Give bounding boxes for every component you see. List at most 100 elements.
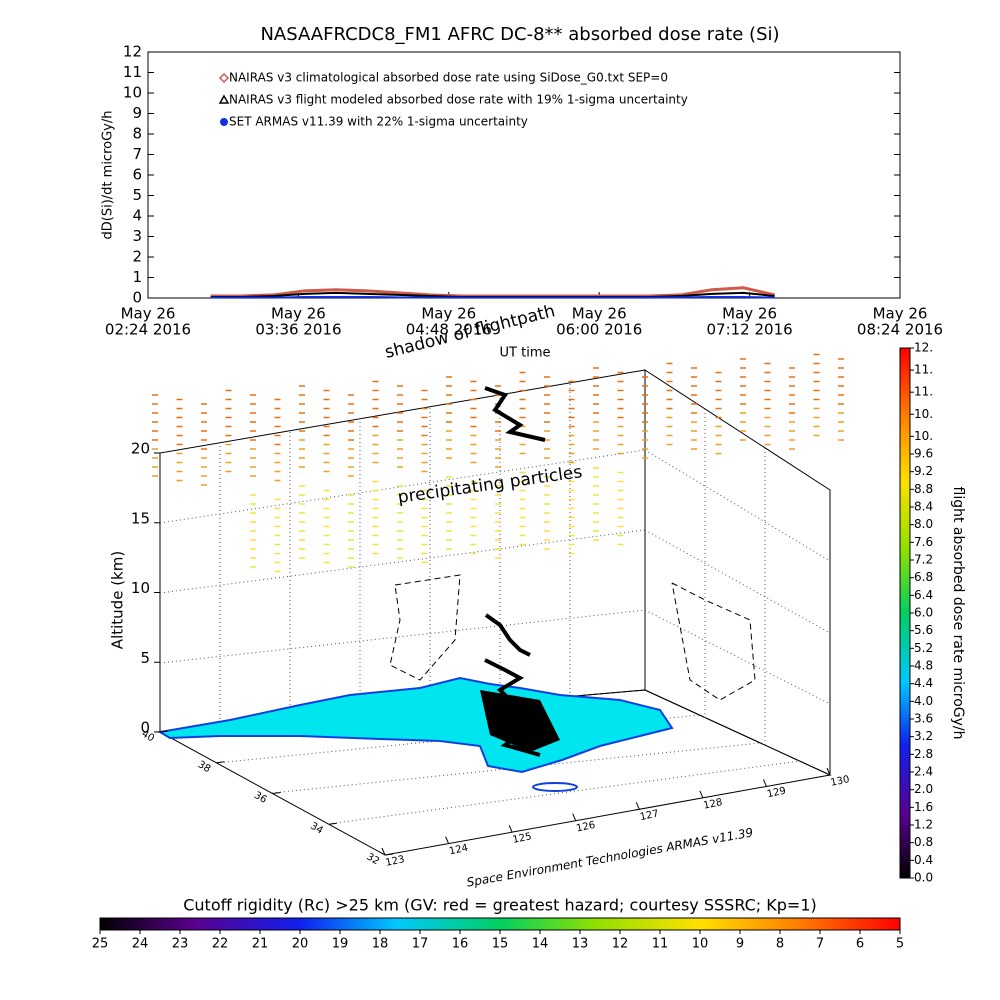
x-tick-label: 128 xyxy=(702,797,723,812)
colorbar-tick-label: 3.6 xyxy=(914,712,933,726)
colorbar-tick-label: 6.0 xyxy=(914,606,933,620)
x-tick-label: May 26 xyxy=(873,305,928,323)
colorbar-tick-label: 7.2 xyxy=(914,553,933,567)
colorbar-tick-label: 10 xyxy=(692,937,709,952)
colorbar-tick-label: 12. xyxy=(914,341,933,355)
z-tick-label: 15 xyxy=(131,509,150,527)
legend-label: NAIRAS v3 flight modeled absorbed dose r… xyxy=(229,93,688,107)
x-tick xyxy=(699,790,704,799)
legend-label: NAIRAS v3 climatological absorbed dose r… xyxy=(229,71,668,85)
x-tick xyxy=(826,767,831,776)
map-land xyxy=(157,676,674,774)
x-tick-label: May 26 xyxy=(421,305,476,323)
x-tick-label: May 26 xyxy=(722,305,777,323)
colorbar-tick-label: 22 xyxy=(212,937,229,952)
colorbar-tick-label: 11 xyxy=(652,937,669,952)
particle-markers xyxy=(152,353,844,573)
map-island xyxy=(532,782,578,792)
colorbar-tick-label: 9.6 xyxy=(914,447,933,461)
legend-label: SET ARMAS v11.39 with 22% 1-sigma uncert… xyxy=(229,115,528,129)
y-tick-label: 36 xyxy=(252,790,269,806)
x-axis-label: UT time xyxy=(500,346,551,361)
y-tick-label: 5 xyxy=(132,186,142,204)
z-tick-label: 5 xyxy=(140,649,150,667)
contours xyxy=(389,574,756,701)
y-tick-label: 8 xyxy=(132,125,142,143)
colorbar-tick-label: 9.2 xyxy=(914,464,933,478)
3d-box xyxy=(158,369,832,856)
x-tick-label: 03:36 2016 xyxy=(255,321,341,339)
colorbar-tick-label: 6.8 xyxy=(914,570,933,584)
y-tick-label: 6 xyxy=(132,166,142,184)
colorbar-tick-label: 4.8 xyxy=(914,659,933,673)
colorbar-tick-label: 25 xyxy=(92,937,109,952)
x-tick-label: 07:12 2016 xyxy=(707,321,793,339)
colorbar-tick-label: 2.8 xyxy=(914,747,933,761)
colorbar-tick-label: 10. xyxy=(914,407,933,421)
colorbar-tick-label: 21 xyxy=(252,937,269,952)
x-tick-label: May 26 xyxy=(121,305,176,323)
plot-frame xyxy=(147,51,901,299)
colorbar-tick-label: 5.2 xyxy=(914,641,933,655)
colorbar-label: flight absorbed dose rate microGy/h xyxy=(950,487,966,740)
y-tick xyxy=(159,730,169,733)
colorbar-tick-label: 11. xyxy=(914,363,933,377)
legend-marker xyxy=(218,72,230,84)
x-tick xyxy=(635,802,640,810)
colorbar-tick-label: 4.0 xyxy=(914,694,933,708)
colorbar-tick-label: 15 xyxy=(492,937,509,952)
y-tick-label: 4 xyxy=(132,207,142,225)
z-tick-label: 20 xyxy=(131,440,150,458)
colorbar-tick-label: 2.0 xyxy=(914,782,933,796)
colorbar-tick-label: 14 xyxy=(532,937,549,952)
colorbar-tick-label: 1.6 xyxy=(914,800,933,814)
y-tick-label: 2 xyxy=(132,248,142,266)
colorbar-tick-label: 7.6 xyxy=(914,535,933,549)
colorbar-tick-label: 4.4 xyxy=(914,676,933,690)
y-tick xyxy=(384,853,394,856)
x-tick-label: 04:48 2016 xyxy=(406,321,492,339)
colorbar-tick-label: 10. xyxy=(914,429,933,443)
y-tick-label: 1 xyxy=(132,268,142,286)
colorbar-tick-label: 8.4 xyxy=(914,500,933,514)
colorbar-label: Cutoff rigidity (Rc) >25 km (GV: red = g… xyxy=(183,896,817,915)
colorbar-tick-label: 0.0 xyxy=(914,871,933,885)
wall-grid xyxy=(159,383,831,825)
x-tick-label: 127 xyxy=(639,808,660,823)
x-tick xyxy=(445,836,450,844)
colorbar-tick-label: 24 xyxy=(132,937,149,952)
x-tick-label: 02:24 2016 xyxy=(105,321,191,339)
x-tick-label: 130 xyxy=(830,774,851,789)
colorbar-tick-label: 19 xyxy=(332,937,349,952)
colorbar-tick-label: 13 xyxy=(572,937,589,952)
colorbar-tick-label: 20 xyxy=(292,937,309,952)
y-tick-label: 38 xyxy=(196,759,213,775)
y-tick-label: 10 xyxy=(123,84,142,102)
colorbar-tick-label: 0.8 xyxy=(914,835,933,849)
y-tick xyxy=(272,792,281,794)
credit: Space Environment Technologies ARMAS v11… xyxy=(466,825,755,889)
y-tick-label: 12 xyxy=(123,43,142,61)
colorbar-tick-label: 1.2 xyxy=(914,818,933,832)
legend-marker xyxy=(220,118,228,126)
y-tick-label: 3 xyxy=(132,227,142,245)
x-tick-label: 126 xyxy=(575,820,596,835)
colorbar-tick-label: 6 xyxy=(856,937,864,952)
y-tick-label: 0 xyxy=(132,289,142,307)
z-tick-label: 0 xyxy=(140,719,150,737)
x-tick-label: 129 xyxy=(766,786,787,801)
colorbar-tick-label: 5.6 xyxy=(914,623,933,637)
y-tick xyxy=(328,822,337,825)
x-tick xyxy=(572,813,577,821)
x-tick xyxy=(762,779,767,787)
y-tick xyxy=(216,761,225,764)
colorbar xyxy=(899,347,911,879)
colorbar-tick-label: 11. xyxy=(914,385,933,399)
colorbar-tick-label: 0.4 xyxy=(914,853,933,867)
back-wall xyxy=(159,369,646,733)
x-tick-label: 124 xyxy=(448,843,469,858)
legend-marker xyxy=(218,94,230,104)
colorbar-tick-label: 2.4 xyxy=(914,765,933,779)
colorbar-tick-label: 9 xyxy=(736,937,744,952)
series-line xyxy=(210,286,776,298)
